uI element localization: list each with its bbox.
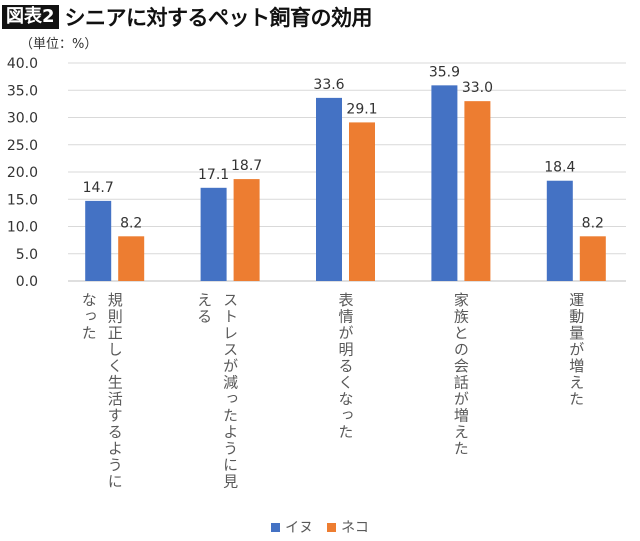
bar-cat [118,236,145,281]
data-label: 8.2 [120,215,142,231]
data-label: 33.6 [313,77,344,93]
bar-dog [200,187,227,281]
y-tick-label: 10.0 [7,220,38,236]
chart-header: 図表2 シニアに対するペット飼育の効用 [2,2,373,32]
unit-label: （単位：%） [20,37,98,52]
data-label: 18.4 [544,160,575,176]
bar-dog [85,200,112,281]
y-tick-label: 15.0 [7,192,38,208]
chart-title: シニアに対するペット飼育の効用 [64,6,373,30]
x-category-label: 規則正しく生活するようになった [79,292,124,490]
legend-swatch-cat [327,522,337,532]
y-tick-label: 35.0 [7,83,38,99]
legend: イヌ ネコ [0,517,640,537]
x-category-label: 表情が明るくなった [336,292,355,441]
y-tick-label: 30.0 [7,111,38,127]
bar-cat [349,122,375,281]
y-tick-label: 20.0 [7,165,38,181]
data-label: 17.1 [198,167,229,183]
data-label: 29.1 [346,101,377,117]
data-label: 18.7 [231,158,262,174]
y-tick-label: 25.0 [7,138,38,154]
y-tick-label: 0.0 [16,274,38,290]
bar-dog [316,97,342,281]
legend-label-cat: ネコ [341,520,369,536]
bar-cat [579,236,606,281]
data-label: 33.0 [462,80,493,96]
legend-swatch-dog [271,522,281,532]
bar-dog [431,85,458,281]
legend-label-dog: イヌ [285,520,314,536]
figure-badge: 図表2 [2,5,59,29]
legend-item-cat: ネコ [327,517,369,537]
data-label: 8.2 [582,215,604,231]
legend-item-dog: イヌ [271,517,313,537]
data-label: 35.9 [429,64,460,80]
bar-cat [233,179,260,281]
data-label: 14.7 [83,180,114,196]
x-category-label: 運動量が増えた [567,292,586,408]
y-tick-label: 5.0 [16,247,38,263]
bar-dog [546,180,573,281]
x-category-label: ストレスが減ったように見える [195,292,240,490]
y-tick-label: 40.0 [7,56,38,72]
bar-cat [464,101,491,282]
x-category-label: 家族との会話が増えた [451,292,470,457]
